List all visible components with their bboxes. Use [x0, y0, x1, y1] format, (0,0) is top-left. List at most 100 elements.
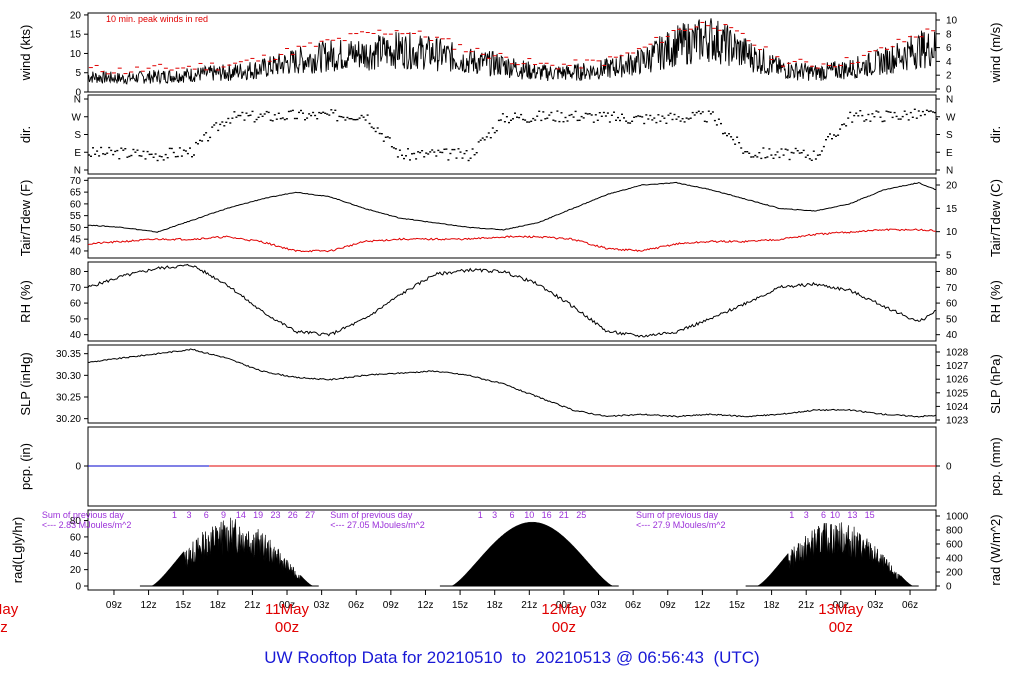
dir-point	[524, 119, 527, 121]
dir-ylabel-right: dir.	[988, 126, 1003, 143]
dir-point	[451, 148, 454, 151]
dir-point	[580, 115, 583, 118]
wind-left-tick: 0	[75, 88, 81, 99]
dir-point	[754, 154, 757, 157]
dir-point	[820, 150, 823, 152]
dir-point	[98, 155, 101, 157]
dir-point	[130, 154, 133, 157]
dir-point	[493, 131, 496, 134]
uv-index-label: 27	[305, 510, 315, 520]
dir-point	[376, 127, 379, 129]
dir-point	[794, 147, 797, 150]
uv-index-label: 14	[236, 510, 246, 520]
dir-point	[538, 110, 541, 112]
rad-left-tick: 0	[75, 582, 81, 593]
dir-point	[610, 114, 613, 116]
dir-point	[227, 117, 230, 120]
dir-point	[483, 139, 486, 141]
dir-point	[342, 116, 345, 119]
dir-point	[936, 118, 938, 120]
dir-point	[487, 132, 490, 134]
dir-point	[582, 117, 585, 119]
dir-point	[625, 120, 628, 122]
x-tick-label: 18z	[764, 600, 780, 611]
dir-point	[417, 151, 420, 153]
wind-left-tick: 5	[75, 68, 81, 79]
dir-point	[556, 110, 559, 112]
dir-point	[300, 109, 302, 112]
dir-point	[364, 119, 367, 121]
dir-point	[510, 119, 512, 121]
dir-point	[637, 115, 640, 117]
dir-point	[740, 147, 743, 149]
dir-point	[883, 120, 886, 122]
dir-point	[409, 159, 411, 161]
dir-point	[927, 110, 930, 113]
dir-point	[415, 158, 418, 160]
dir-point	[116, 149, 119, 152]
dir-point	[669, 112, 672, 115]
dir-point	[596, 119, 599, 121]
dir-right-tick: S	[946, 130, 953, 141]
day-label: 11May	[265, 601, 309, 618]
solar-note-line1: Sum of previous day	[42, 510, 125, 520]
dir-point	[760, 157, 763, 160]
dir-point	[154, 153, 157, 155]
dir-point	[562, 121, 565, 123]
rh-line	[87, 263, 937, 338]
dir-point	[679, 120, 682, 122]
dir-point	[394, 148, 397, 150]
dir-left-tick: E	[74, 148, 81, 159]
wind-annotation: 10 min. peak winds in red	[106, 14, 208, 24]
dir-point	[211, 126, 214, 128]
dir-point	[590, 114, 593, 116]
dir-point	[734, 143, 737, 145]
dir-point	[697, 110, 700, 112]
dir-point	[592, 121, 595, 123]
dir-point	[340, 116, 343, 118]
dir-point	[235, 116, 238, 118]
dir-point	[126, 156, 129, 158]
uv-index-label: 6	[204, 510, 209, 520]
dir-point	[437, 149, 440, 152]
day-label: 13May	[818, 601, 864, 618]
dir-point	[818, 154, 821, 156]
uv-index-label: 9	[221, 510, 226, 520]
dir-left-tick: W	[72, 112, 82, 123]
x-tick-label: 06z	[348, 600, 364, 611]
rad-right-tick: 400	[946, 554, 963, 565]
dir-point	[473, 154, 476, 156]
dir-point	[681, 118, 684, 120]
dir-point	[901, 115, 904, 118]
dir-point	[245, 112, 248, 114]
dir-point	[411, 153, 413, 155]
dir-point	[659, 120, 662, 122]
dir-point	[247, 115, 250, 117]
temp-ylabel-left: Tair/Tdew (F)	[18, 180, 33, 257]
dir-point	[726, 134, 728, 137]
dir-point	[403, 157, 405, 160]
dir-point	[752, 156, 755, 158]
dir-point	[526, 121, 529, 123]
x-tick-label: 15z	[175, 600, 191, 611]
dir-point	[758, 152, 761, 154]
dir-point	[766, 156, 769, 158]
x-tick-label: 00z	[556, 600, 572, 611]
dir-point	[108, 146, 111, 149]
dir-point	[780, 148, 783, 150]
dir-point	[762, 147, 765, 149]
slp-left-tick: 30.30	[56, 371, 81, 382]
dir-point	[180, 155, 183, 157]
dir-point	[199, 139, 201, 142]
uv-index-label: 13	[847, 510, 857, 520]
radiation-panel-frame	[87, 509, 937, 591]
dir-point	[328, 114, 331, 116]
uv-index-label: 3	[804, 510, 809, 520]
dir-point	[104, 153, 107, 156]
dir-point	[604, 115, 607, 117]
dir-point	[663, 117, 666, 119]
dir-point	[845, 125, 848, 127]
dir-point	[514, 112, 516, 114]
x-tick-label: 09z	[106, 600, 122, 611]
x-tick-label: 06z	[902, 600, 918, 611]
